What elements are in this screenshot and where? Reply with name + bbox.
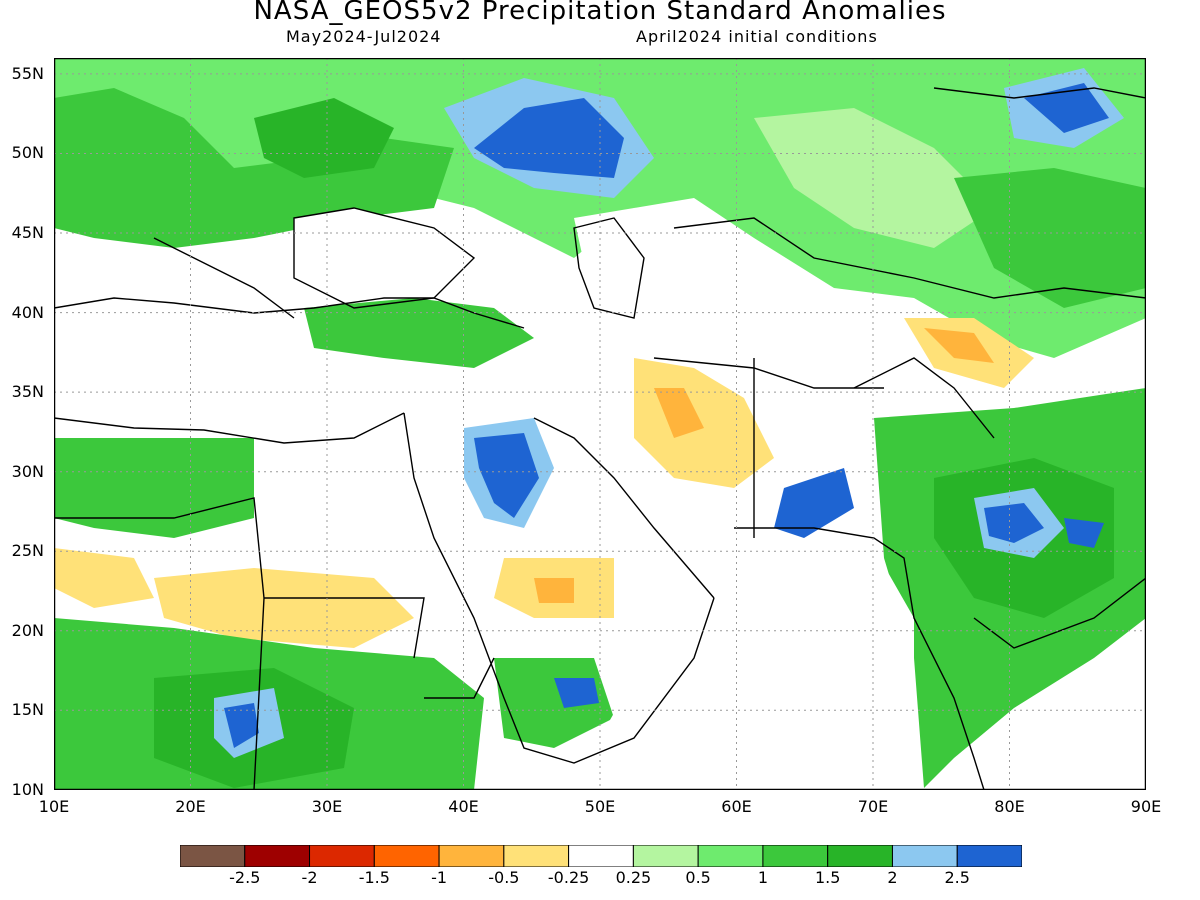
- anomaly-map: [54, 58, 1146, 790]
- colorbar-swatch: [762, 845, 829, 867]
- longitude-label: 60E: [721, 797, 752, 816]
- longitude-label: 70E: [857, 797, 889, 816]
- colorbar-swatch: [956, 845, 1022, 867]
- colorbar-label: 0.25: [615, 868, 652, 887]
- colorbar-swatch: [568, 845, 634, 867]
- coastlines-borders: [54, 87, 1146, 790]
- initial-conditions-label: April2024 initial conditions: [636, 27, 878, 46]
- colorbar-swatch: [373, 845, 440, 867]
- map-title: NASA_GEOS5v2 Precipitation Standard Anom…: [253, 0, 947, 26]
- colorbar-swatch: [632, 845, 699, 867]
- longitude-label: 50E: [584, 797, 616, 816]
- latitude-label: 30N: [11, 461, 44, 481]
- latitude-label: 55N: [11, 63, 44, 83]
- colorbar-label: -0.5: [488, 868, 520, 887]
- colorbar-label: -1: [431, 868, 448, 887]
- longitude-label: 20E: [175, 797, 206, 816]
- latitude-label: 35N: [11, 382, 44, 402]
- colorbar-label: 1.5: [814, 868, 841, 887]
- colorbar-swatch: [891, 845, 958, 867]
- latitude-label: 40N: [11, 302, 44, 322]
- colorbar-swatch: [244, 845, 311, 867]
- latitude-label: 45N: [11, 223, 44, 243]
- latitude-label: 25N: [11, 541, 44, 561]
- longitude-label: 80E: [994, 797, 1025, 816]
- longitude-label: 30E: [311, 797, 343, 816]
- colorbar-swatch: [309, 845, 375, 867]
- colorbar-label: 2.5: [944, 868, 970, 887]
- map-frame: [54, 58, 1146, 790]
- longitude-label: 40E: [448, 797, 479, 816]
- colorbar-swatch: [503, 845, 570, 867]
- colorbar-swatch: [697, 845, 764, 867]
- latitude-label: 20N: [11, 620, 44, 640]
- colorbar-swatch: [180, 845, 246, 867]
- latitude-label: 15N: [11, 700, 44, 720]
- longitude-label: 90E: [1130, 797, 1162, 816]
- colorbar-swatch: [438, 845, 505, 867]
- colorbar-label: -2: [301, 868, 318, 887]
- colorbar-label: -0.25: [547, 868, 590, 887]
- colorbar-label: 0.5: [685, 868, 711, 887]
- colorbar-label: 2: [887, 868, 898, 887]
- latitude-label: 50N: [11, 143, 44, 163]
- colorbar: [180, 845, 1022, 867]
- colorbar-label: 1: [757, 868, 769, 887]
- grid-lines: [54, 58, 1146, 790]
- colorbar-label: -1.5: [358, 868, 390, 887]
- longitude-label: 10E: [38, 797, 70, 816]
- colorbar-label: -2.5: [229, 868, 261, 887]
- forecast-period: May2024-Jul2024: [286, 27, 442, 46]
- latitude-label: 10N: [11, 780, 44, 799]
- colorbar-swatch: [827, 845, 893, 867]
